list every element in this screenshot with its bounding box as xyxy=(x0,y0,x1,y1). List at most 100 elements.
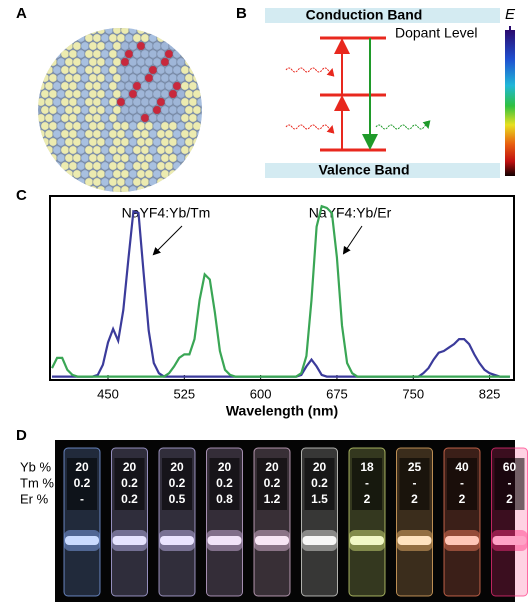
atom xyxy=(160,137,170,147)
valence-band xyxy=(265,163,500,178)
atom xyxy=(116,97,126,107)
vial-text: 0.2 xyxy=(216,476,233,490)
atom xyxy=(172,161,182,171)
atom xyxy=(124,33,134,43)
atom xyxy=(72,121,82,131)
atom xyxy=(56,137,66,147)
annotation: NaYF4:Yb/Tm xyxy=(122,205,211,221)
atom xyxy=(148,33,158,43)
atom xyxy=(144,153,154,163)
atom xyxy=(180,113,190,123)
panel-label: B xyxy=(236,5,247,22)
atom xyxy=(124,49,134,59)
atom xyxy=(64,41,74,51)
atom xyxy=(84,113,94,123)
atom xyxy=(76,97,86,107)
atom xyxy=(40,121,50,131)
atom xyxy=(180,81,190,91)
atom xyxy=(144,57,154,67)
atom xyxy=(160,28,170,35)
atom xyxy=(40,153,50,163)
atom xyxy=(132,81,142,91)
atom xyxy=(148,49,158,59)
atom xyxy=(38,145,46,155)
atom xyxy=(92,81,102,91)
atom xyxy=(128,185,138,192)
atom xyxy=(156,49,166,59)
vial-text: 0.2 xyxy=(169,476,186,490)
atom xyxy=(168,28,178,35)
atom xyxy=(132,33,142,43)
atom xyxy=(180,145,190,155)
atom xyxy=(152,89,162,99)
atom xyxy=(112,28,122,35)
atom xyxy=(88,153,98,163)
atom xyxy=(72,28,82,35)
atom xyxy=(96,169,106,179)
atom xyxy=(52,33,62,43)
row-label: Tm % xyxy=(20,475,54,490)
atom xyxy=(136,105,146,115)
atom xyxy=(108,97,118,107)
vial-text: 18 xyxy=(360,460,374,474)
atom xyxy=(64,57,74,67)
atom xyxy=(172,33,182,43)
vial-label xyxy=(447,458,477,510)
atom xyxy=(96,57,106,67)
atom xyxy=(104,57,114,67)
atom xyxy=(44,65,54,75)
atom xyxy=(116,33,126,43)
atom xyxy=(120,121,130,131)
atom xyxy=(200,89,202,99)
atom xyxy=(84,81,94,91)
atom xyxy=(136,185,146,192)
atom xyxy=(76,65,86,75)
vial-text: 2 xyxy=(364,492,371,506)
atom xyxy=(184,169,194,179)
atom xyxy=(196,113,202,123)
atom xyxy=(120,185,130,192)
row-label: Er % xyxy=(20,491,49,506)
atom xyxy=(148,65,158,75)
atom xyxy=(152,57,162,67)
atom xyxy=(196,65,202,75)
atom xyxy=(176,105,186,115)
vial-text: 20 xyxy=(313,460,327,474)
atom xyxy=(40,89,50,99)
atom xyxy=(52,129,62,139)
vial-label xyxy=(399,458,430,510)
atom xyxy=(172,129,182,139)
atom xyxy=(196,161,202,171)
atom xyxy=(100,161,110,171)
atom xyxy=(172,113,182,123)
atom xyxy=(160,121,170,131)
atom xyxy=(64,121,74,131)
atom xyxy=(92,65,102,75)
atom xyxy=(60,33,70,43)
atom xyxy=(40,57,50,67)
atom xyxy=(124,161,134,171)
vial-glow-halo xyxy=(64,530,100,551)
atom xyxy=(144,73,154,83)
atom xyxy=(156,113,166,123)
atom xyxy=(132,145,142,155)
atom xyxy=(152,28,162,35)
energy-scale xyxy=(505,30,515,176)
vial-label xyxy=(257,458,287,510)
x-tick-label: 675 xyxy=(326,386,348,401)
atom xyxy=(38,177,46,187)
atom xyxy=(168,41,178,51)
atom xyxy=(172,49,182,59)
atom xyxy=(76,161,86,171)
atom xyxy=(108,65,118,75)
vial-text: - xyxy=(460,476,464,490)
atom xyxy=(84,161,94,171)
atom xyxy=(188,33,198,43)
atom xyxy=(160,185,170,192)
atom xyxy=(156,81,166,91)
atom xyxy=(184,137,194,147)
atom xyxy=(164,113,174,123)
atom xyxy=(148,97,158,107)
atom xyxy=(56,41,66,51)
atom xyxy=(104,137,114,147)
